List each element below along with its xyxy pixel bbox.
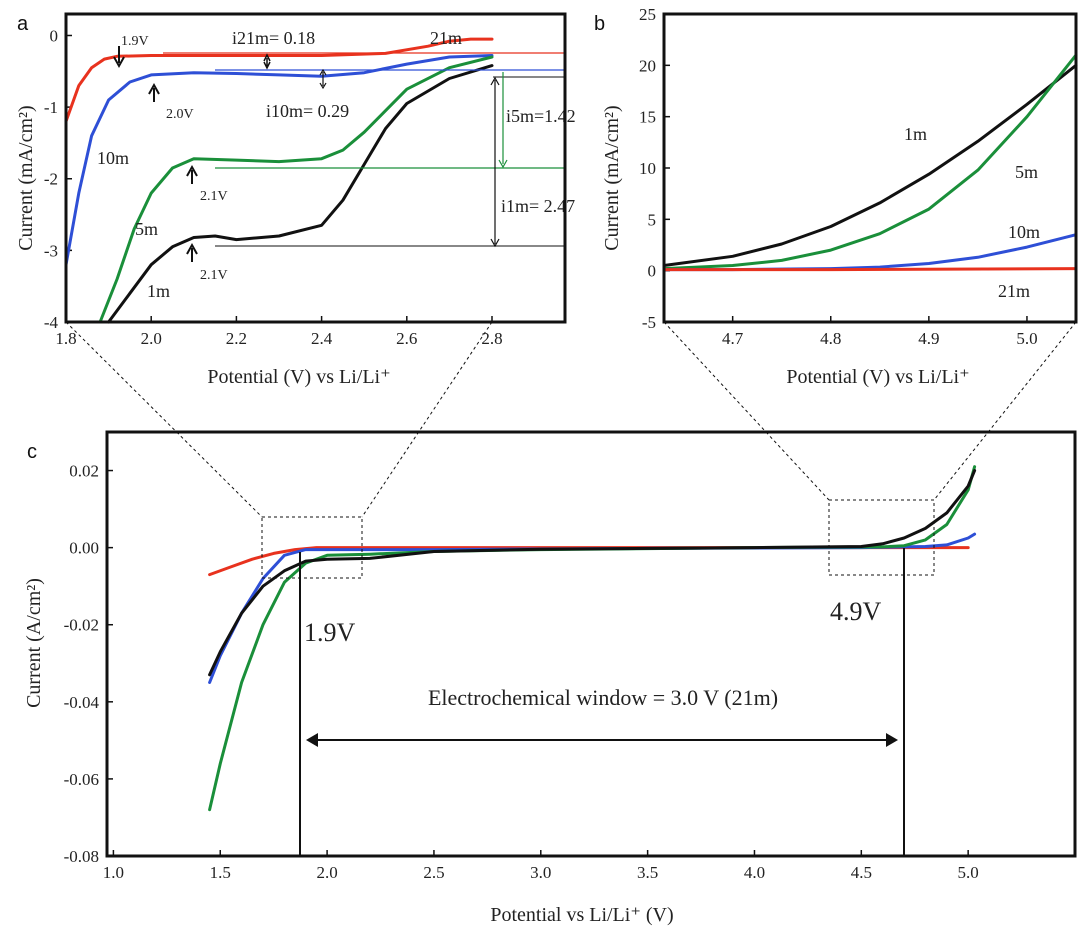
a-peak-label-4: 2.1V [200, 268, 228, 283]
b-series-5m [662, 53, 1078, 271]
c-xtick-label: 4.0 [744, 863, 765, 882]
a-label-5m: 5m [135, 219, 158, 239]
c-zoom-box-low [261, 516, 363, 579]
a-peak-label-2: 2.0V [166, 107, 194, 122]
panel-label-a: a [17, 13, 29, 35]
a-peak-label-3: 2.1V [200, 189, 228, 204]
a-label-1m: 1m [147, 281, 170, 301]
a-xtick-label: 2.4 [311, 329, 333, 348]
a-arrow-5m [498, 72, 508, 169]
c-ytick-label: -0.02 [64, 616, 99, 635]
panel-b-xlabel: Potential (V) vs Li/Li⁺ [786, 366, 969, 388]
a-xtick-label: 2.2 [226, 329, 247, 348]
c-ytick-label: 0.02 [69, 462, 99, 481]
a-series-1m [107, 64, 494, 324]
c-window-arrow-head-left [306, 733, 318, 747]
a-label-21m: 21m [430, 28, 462, 48]
a-peak-arrow-3 [186, 164, 198, 184]
panel-label-c: c [27, 441, 37, 463]
a-series-21m [64, 37, 494, 123]
panel-a: Current (mA/cm²) Potential (V) vs Li/Li⁺… [15, 12, 576, 388]
b-xtick-label: 4.9 [918, 329, 939, 348]
a-series-5m [98, 55, 494, 324]
a-xtick-label: 2.6 [396, 329, 417, 348]
c-window-arrow-head-right [886, 733, 898, 747]
panel-c-ylabel: Current (A/cm²) [23, 578, 45, 708]
panel-c-ticks: 1.0 1.5 2.0 2.5 3.0 3.5 4.0 4.5 5.0 0.02 0.00 -0.02… [64, 462, 979, 882]
c-xtick-label: 4.5 [851, 863, 872, 882]
panel-c-xlabel: Potential vs Li/Li⁺ (V) [490, 904, 673, 926]
b-ytick-label: 20 [639, 56, 656, 75]
a-series-10m [64, 54, 494, 267]
b-label-5m: 5m [1015, 162, 1038, 182]
c-series-21m [208, 546, 970, 577]
a-label-10m: 10m [97, 148, 129, 168]
a-peak-arrow-4 [186, 242, 198, 262]
a-xtick-label: 2.0 [141, 329, 162, 348]
b-ytick-label: -5 [642, 313, 656, 332]
c-limit-label-high: 4.9V [830, 597, 882, 626]
a-current-1m: i1m= 2.47 [501, 196, 575, 216]
a-current-21m: i21m= 0.18 [232, 28, 315, 48]
a-ytick-label: 0 [50, 26, 59, 45]
panel-b-curves [662, 53, 1078, 272]
a-peak-label-1: 1.9V [121, 34, 149, 49]
c-zoom-box-high [828, 499, 935, 576]
c-xtick-label: 2.5 [423, 863, 444, 882]
b-ytick-label: 15 [639, 108, 656, 127]
b-ytick-label: 10 [639, 159, 656, 178]
c-window-label: Electrochemical window = 3.0 V (21m) [428, 685, 778, 710]
b-ytick-label: 25 [639, 5, 656, 24]
a-arrow-1m [490, 76, 500, 248]
panel-c-frame [105, 430, 1077, 858]
a-arrow-10m [319, 68, 327, 90]
b-xtick-label: 5.0 [1016, 329, 1037, 348]
a-peak-arrow-1 [113, 46, 125, 69]
panel-b-frame [662, 12, 1078, 324]
panel-b-ticks: 4.7 4.8 4.9 5.0 25 20 15 10 5 0 -5 [639, 5, 1038, 348]
c-ytick-label: -0.06 [64, 770, 99, 789]
c-xtick-label: 3.0 [530, 863, 551, 882]
c-ytick-label: -0.08 [64, 847, 99, 866]
c-xtick-label: 1.0 [103, 863, 124, 882]
a-current-5m: i5m=1.42 [506, 106, 576, 126]
a-current-10m: i10m= 0.29 [266, 101, 349, 121]
c-xtick-label: 3.5 [637, 863, 658, 882]
b-series-21m [662, 267, 1078, 272]
panel-b-ylabel: Current (mA/cm²) [601, 105, 623, 250]
a-xtick-label: 1.8 [55, 329, 76, 348]
panel-a-curves [64, 37, 494, 324]
zoom-connectors [65, 321, 1077, 518]
b-ytick-label: 5 [648, 210, 657, 229]
a-xtick-label: 2.8 [481, 329, 502, 348]
panel-c: Current (A/cm²) Potential vs Li/Li⁺ (V) … [23, 430, 1077, 926]
panel-c-curves [208, 465, 977, 812]
c-xtick-label: 5.0 [958, 863, 979, 882]
panel-b: Current (mA/cm²) Potential (V) vs Li/Li⁺… [601, 5, 1078, 388]
c-series-1m [208, 469, 977, 677]
c-xtick-label: 2.0 [316, 863, 337, 882]
a-ytick-label: -1 [44, 98, 58, 117]
c-ytick-label: -0.04 [64, 693, 100, 712]
b-xtick-label: 4.8 [820, 329, 841, 348]
c-xtick-label: 1.5 [210, 863, 231, 882]
b-ytick-label: 0 [648, 262, 657, 281]
b-label-1m: 1m [904, 124, 927, 144]
b-label-10m: 10m [1008, 222, 1040, 242]
b-series-1m [662, 63, 1078, 267]
c-ytick-label: 0.00 [69, 539, 99, 558]
panel-a-frame [64, 12, 567, 324]
b-xtick-label: 4.7 [722, 329, 744, 348]
panel-a-ylabel: Current (mA/cm²) [15, 105, 37, 250]
a-ytick-label: -4 [44, 313, 59, 332]
a-arrow-21m [263, 53, 271, 70]
a-ytick-label: -3 [44, 241, 58, 260]
c-limit-label-low: 1.9V [304, 618, 356, 647]
b-label-21m: 21m [998, 281, 1030, 301]
panel-label-b: b [594, 13, 605, 35]
panel-a-xlabel: Potential (V) vs Li/Li⁺ [207, 366, 390, 388]
a-ytick-label: -2 [44, 170, 58, 189]
a-peak-arrow-2 [148, 82, 160, 102]
